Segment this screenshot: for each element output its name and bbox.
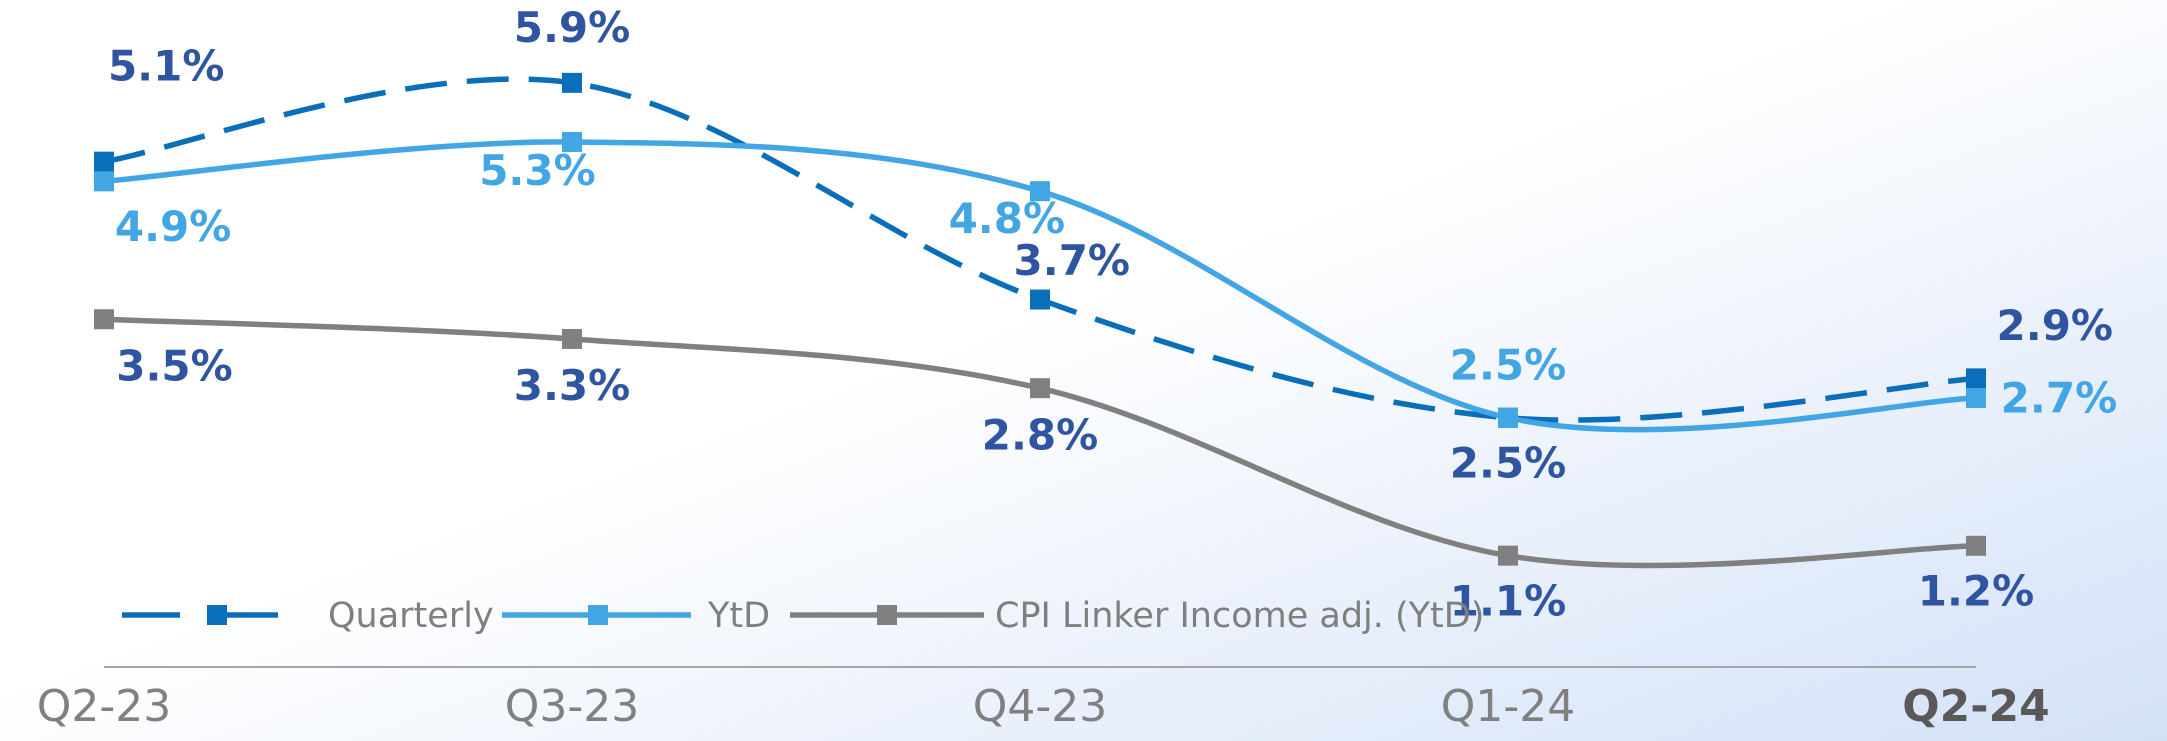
data-label: 2.5%	[1450, 340, 1566, 389]
x-tick-label: Q4-23	[973, 681, 1108, 732]
data-label: 2.9%	[1997, 301, 2113, 350]
marker	[94, 151, 114, 172]
marker	[1030, 289, 1050, 310]
marker	[1030, 378, 1050, 399]
legend-marker	[588, 605, 608, 625]
marker	[1030, 181, 1050, 202]
marker	[94, 309, 114, 330]
data-label: 5.1%	[108, 42, 224, 91]
x-tick-label: Q3-23	[505, 681, 640, 732]
data-label: 4.8%	[949, 194, 1065, 243]
data-label: 5.3%	[479, 146, 595, 195]
marker	[562, 131, 582, 152]
data-label: 2.7%	[2001, 373, 2117, 422]
data-label: 3.7%	[1014, 236, 1130, 285]
data-label: 3.5%	[116, 342, 232, 391]
data-label: 2.5%	[1450, 439, 1566, 488]
marker	[94, 171, 114, 192]
x-tick-label: Q2-23	[37, 681, 172, 732]
data-label: 2.8%	[982, 410, 1098, 459]
marker	[562, 72, 582, 93]
marker	[1966, 535, 1986, 556]
legend-marker	[207, 605, 227, 625]
data-label: 1.1%	[1450, 577, 1566, 626]
legend-marker	[877, 605, 897, 625]
data-label: 5.9%	[514, 3, 630, 52]
legend-label: Quarterly	[328, 596, 494, 636]
marker	[1498, 407, 1518, 428]
data-label: 4.9%	[115, 202, 231, 251]
legend-label: YtD	[707, 596, 770, 636]
marker	[1966, 368, 1986, 389]
legend-label: CPI Linker Income adj. (YtD)	[995, 596, 1484, 636]
data-label: 1.2%	[1918, 567, 2034, 616]
marker	[1966, 388, 1986, 409]
data-label: 3.3%	[514, 361, 630, 410]
x-tick-label: Q1-24	[1441, 681, 1576, 732]
marker	[562, 328, 582, 349]
marker	[1498, 545, 1518, 566]
x-tick-label: Q2-24	[1902, 681, 2050, 732]
